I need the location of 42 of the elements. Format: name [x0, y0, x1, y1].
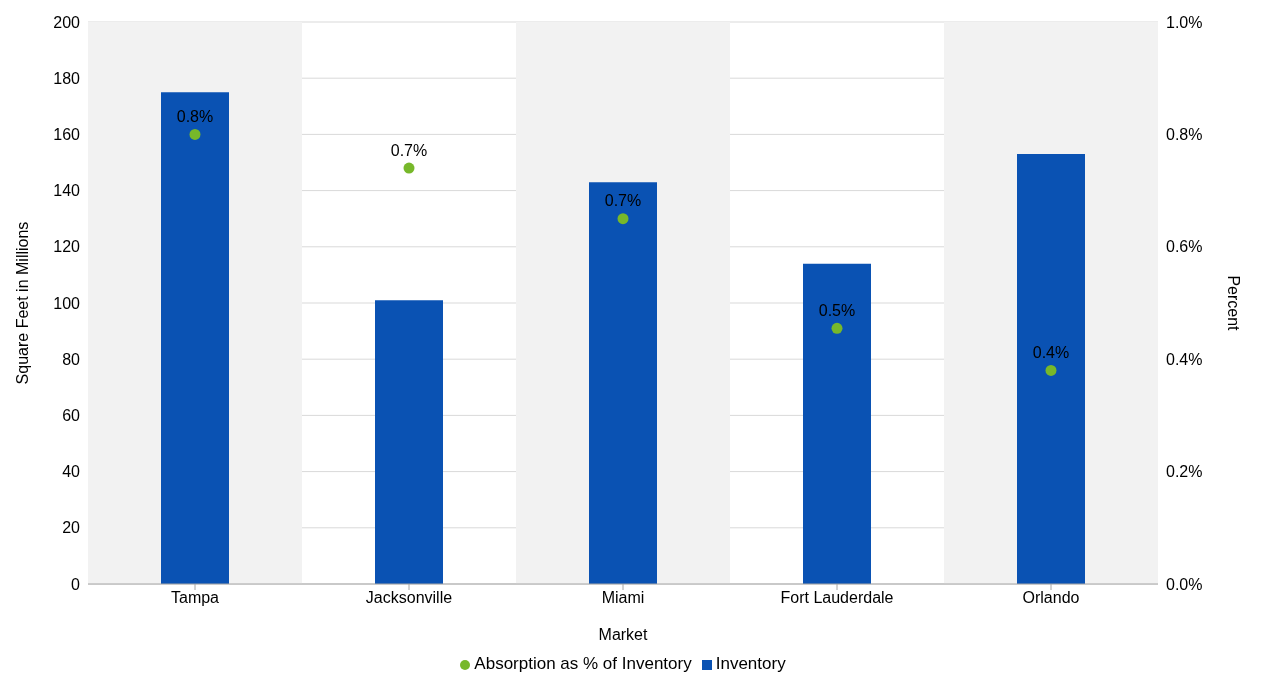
y-axis-title: Square Feet in Millions	[13, 221, 31, 385]
y2-tick-label: 0.4%	[1166, 350, 1203, 368]
bar	[161, 92, 229, 584]
y-tick-label: 200	[53, 13, 81, 31]
x-tick-label: Fort Lauderdale	[780, 589, 894, 607]
bar	[803, 263, 871, 584]
data-label: 0.8%	[176, 107, 214, 125]
y-tick-label: 80	[62, 350, 81, 368]
point	[617, 213, 629, 225]
y-tick-label: 120	[53, 238, 81, 256]
data-label: 0.5%	[818, 301, 856, 319]
y2-tick-label: 0.6%	[1166, 238, 1203, 256]
x-axis-title: Market	[598, 626, 648, 643]
y-tick-label: 100	[53, 294, 81, 312]
x-tick-label: Orlando	[1022, 589, 1080, 607]
bar	[1017, 154, 1085, 584]
x-tick-label: Miami	[601, 589, 645, 607]
bar	[589, 182, 657, 584]
y-tick-label: 0	[71, 575, 81, 593]
y2-tick-label: 1.0%	[1166, 13, 1203, 31]
y2-axis-title: Percent	[1225, 275, 1243, 332]
y-tick-label: 40	[62, 463, 81, 481]
bar	[375, 300, 443, 584]
legend-label: Absorption as % of Inventory	[474, 654, 692, 673]
legend-label: Inventory	[715, 654, 786, 673]
y-tick-label: 140	[53, 182, 81, 200]
point	[1045, 364, 1057, 376]
data-label: 0.7%	[390, 141, 428, 159]
point	[189, 128, 201, 140]
data-label: 0.4%	[1032, 343, 1070, 361]
y2-tick-label: 0.2%	[1166, 463, 1203, 481]
x-tick-label: Tampa	[170, 589, 220, 607]
y-tick-label: 180	[53, 69, 81, 87]
y-tick-label: 20	[62, 519, 81, 537]
data-label: 0.7%	[604, 192, 642, 210]
y2-tick-label: 0.8%	[1166, 126, 1203, 144]
y2-tick-label: 0.0%	[1166, 575, 1203, 593]
y-tick-label: 160	[53, 126, 81, 144]
x-tick-label: Jacksonville	[365, 589, 453, 607]
point	[403, 162, 415, 174]
y-tick-label: 60	[62, 407, 81, 425]
point	[831, 322, 843, 334]
